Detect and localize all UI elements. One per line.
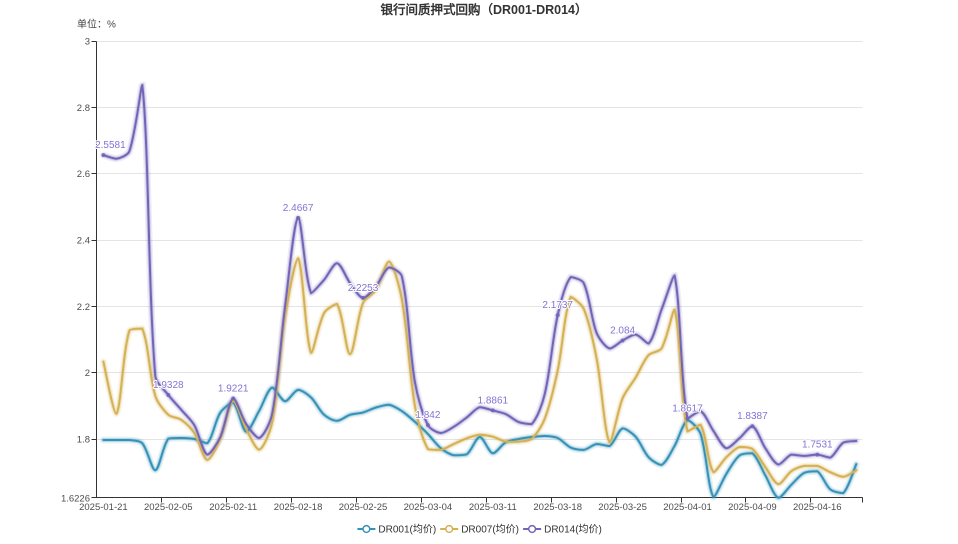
svg-text:1.8617: 1.8617	[672, 404, 703, 415]
svg-text:2.084: 2.084	[610, 326, 635, 337]
svg-text:2025-03-04: 2025-03-04	[404, 502, 453, 513]
svg-text:3: 3	[85, 37, 90, 48]
svg-text:2.2253: 2.2253	[348, 283, 379, 294]
svg-text:1.842: 1.842	[415, 410, 440, 421]
svg-text:DR001(均价): DR001(均价)	[378, 524, 436, 536]
svg-text:1.7531: 1.7531	[802, 440, 833, 451]
svg-text:1.9328: 1.9328	[153, 380, 184, 391]
svg-text:2025-04-09: 2025-04-09	[728, 502, 777, 513]
svg-text:DR007(均价): DR007(均价)	[461, 524, 519, 536]
svg-text:2.2: 2.2	[77, 302, 90, 313]
svg-text:1.8387: 1.8387	[737, 411, 768, 422]
svg-text:2025-02-18: 2025-02-18	[274, 502, 323, 513]
svg-text:2: 2	[85, 368, 90, 379]
svg-text:2025-04-01: 2025-04-01	[663, 502, 712, 513]
svg-text:1.8861: 1.8861	[478, 395, 509, 406]
svg-text:银行间质押式回购（DR001-DR014）: 银行间质押式回购（DR001-DR014）	[381, 2, 588, 17]
svg-text:1.6226: 1.6226	[61, 493, 90, 504]
svg-text:2.6: 2.6	[77, 169, 90, 180]
svg-text:2.4667: 2.4667	[283, 203, 314, 214]
svg-text:2025-02-11: 2025-02-11	[209, 502, 257, 513]
svg-text:DR014(均价): DR014(均价)	[544, 524, 602, 536]
svg-text:2025-03-11: 2025-03-11	[469, 502, 517, 513]
svg-text:2.1737: 2.1737	[542, 300, 573, 311]
svg-text:2.5581: 2.5581	[95, 140, 126, 151]
svg-text:单位：%: 单位：%	[77, 18, 116, 31]
svg-text:2.4: 2.4	[77, 236, 90, 247]
svg-text:1.9221: 1.9221	[218, 384, 249, 395]
svg-text:1.8: 1.8	[77, 435, 90, 446]
svg-text:2.8: 2.8	[77, 103, 90, 114]
svg-text:2025-02-25: 2025-02-25	[339, 502, 388, 513]
svg-text:2025-03-25: 2025-03-25	[598, 502, 647, 513]
svg-text:2025-02-05: 2025-02-05	[144, 502, 193, 513]
svg-text:2025-03-18: 2025-03-18	[533, 502, 582, 513]
svg-text:2025-01-21: 2025-01-21	[79, 502, 128, 513]
svg-text:2025-04-16: 2025-04-16	[793, 502, 842, 513]
